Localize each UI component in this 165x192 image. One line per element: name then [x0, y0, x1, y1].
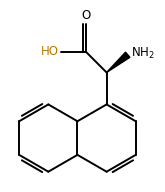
Polygon shape: [107, 52, 130, 72]
Text: NH$_2$: NH$_2$: [131, 46, 155, 61]
Text: HO: HO: [41, 45, 59, 58]
Text: O: O: [82, 9, 91, 22]
